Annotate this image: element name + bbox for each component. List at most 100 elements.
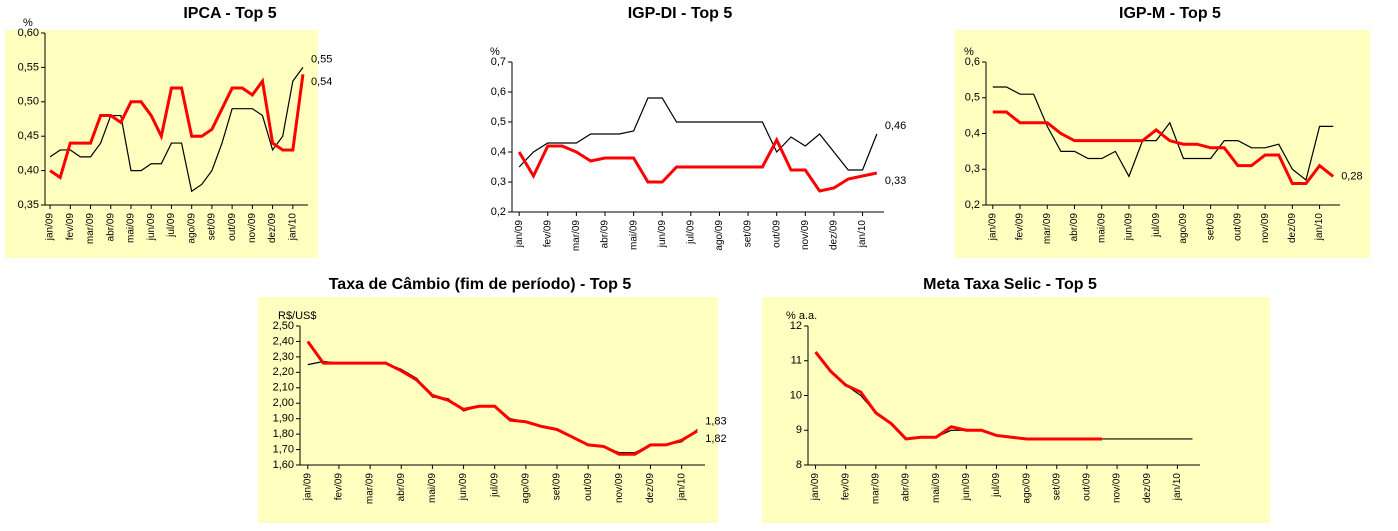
x-tick-label: abr/09 — [396, 473, 407, 502]
y-tick-label: 1,60 — [273, 459, 294, 471]
y-tick-label: 2,00 — [273, 397, 294, 409]
y-tick-label: 0,4 — [491, 146, 506, 158]
end-label: 0,28 — [1341, 170, 1362, 182]
y-tick-label: 1,90 — [273, 413, 294, 425]
chart-title: Meta Taxa Selic - Top 5 — [923, 276, 1097, 293]
y-tick-label: 1,80 — [273, 428, 294, 440]
x-tick-label: jun/09 — [657, 220, 668, 249]
x-tick-label: jul/09 — [1151, 213, 1162, 238]
x-tick-label: abr/09 — [1069, 213, 1080, 242]
y-tick-label: 0,6 — [491, 86, 506, 98]
x-tick-label: set/09 — [552, 473, 563, 501]
end-label: 0,55 — [311, 53, 332, 65]
y-tick-label: 0,40 — [18, 165, 39, 177]
x-tick-label: mar/09 — [870, 473, 881, 505]
y-tick-label: 8 — [796, 459, 802, 471]
x-tick-label: nov/09 — [1260, 213, 1271, 243]
y-axis-label: R$/US$ — [278, 310, 317, 322]
x-tick-label: nov/09 — [247, 213, 258, 243]
panel-background — [5, 30, 318, 258]
y-tick-label: 0,6 — [965, 56, 980, 68]
y-tick-label: 10 — [790, 389, 802, 401]
x-tick-label: fev/09 — [840, 473, 851, 501]
y-tick-label: 9 — [796, 424, 802, 436]
x-tick-label: fev/09 — [334, 473, 345, 501]
end-label: 1,83 — [705, 415, 726, 427]
x-tick-label: dez/09 — [1142, 473, 1153, 503]
x-tick-label: nov/09 — [614, 473, 625, 503]
y-tick-label: 1,70 — [273, 443, 294, 455]
x-tick-label: jul/09 — [685, 220, 696, 245]
x-tick-label: set/09 — [743, 220, 754, 248]
x-tick-label: jan/09 — [302, 473, 313, 502]
chart-title: IGP-M - Top 5 — [1119, 5, 1221, 22]
x-tick-label: mai/09 — [427, 473, 438, 503]
x-tick-label: mai/09 — [1096, 213, 1107, 243]
y-tick-label: 2,30 — [273, 351, 294, 363]
x-tick-label: ago/09 — [186, 213, 197, 244]
end-label: 0,33 — [885, 175, 906, 187]
x-tick-label: set/09 — [207, 213, 218, 241]
y-axis-label: % — [964, 46, 974, 58]
y-tick-label: 0,5 — [491, 116, 506, 128]
x-tick-label: abr/09 — [901, 473, 912, 502]
x-tick-label: jan/10 — [287, 213, 298, 242]
x-tick-label: dez/09 — [829, 220, 840, 250]
series-line — [992, 110, 1335, 186]
series-line — [517, 136, 878, 193]
y-tick-label: 0,60 — [18, 27, 39, 39]
x-tick-label: fev/09 — [542, 220, 553, 248]
x-tick-label: dez/09 — [267, 213, 278, 243]
y-tick-label: 0,5 — [965, 92, 980, 104]
y-axis-label: % a.a. — [786, 310, 817, 322]
end-label: 0,46 — [885, 120, 906, 132]
x-tick-label: mai/09 — [931, 473, 942, 503]
series-line — [49, 74, 305, 180]
x-tick-label: dez/09 — [645, 473, 656, 503]
x-tick-label: jun/09 — [146, 213, 157, 242]
x-tick-label: fev/09 — [65, 213, 76, 241]
y-tick-label: 0,2 — [965, 199, 980, 211]
x-tick-label: jan/10 — [1314, 213, 1325, 242]
y-tick-label: 0,4 — [965, 127, 980, 139]
series-line — [814, 351, 1102, 441]
x-tick-label: ago/09 — [714, 220, 725, 251]
x-tick-label: jul/09 — [991, 473, 1002, 498]
series-line — [992, 86, 1334, 182]
x-tick-label: abr/09 — [105, 213, 116, 242]
x-tick-label: jan/09 — [45, 213, 56, 242]
y-axis-label: % — [490, 46, 500, 58]
x-tick-label: jul/09 — [489, 473, 500, 498]
x-tick-label: jan/09 — [987, 213, 998, 242]
x-tick-label: set/09 — [1205, 213, 1216, 241]
panel-background — [258, 297, 718, 523]
y-tick-label: 12 — [790, 320, 802, 332]
y-tick-label: 0,45 — [18, 130, 39, 142]
x-tick-label: jan/10 — [1172, 473, 1183, 502]
x-tick-label: mar/09 — [571, 220, 582, 252]
y-tick-label: 0,3 — [491, 176, 506, 188]
x-tick-label: mar/09 — [365, 473, 376, 505]
y-tick-label: 0,55 — [18, 61, 39, 73]
series-line — [518, 97, 878, 171]
x-tick-label: jun/09 — [458, 473, 469, 502]
x-tick-label: ago/09 — [521, 473, 532, 504]
y-axis-label: % — [23, 17, 33, 29]
x-tick-label: abr/09 — [600, 220, 611, 249]
y-tick-label: 2,40 — [273, 335, 294, 347]
x-tick-label: mai/09 — [628, 220, 639, 250]
x-tick-label: out/09 — [771, 220, 782, 248]
end-label: 0,54 — [311, 76, 332, 88]
x-tick-label: dez/09 — [1287, 213, 1298, 243]
x-tick-label: out/09 — [1233, 213, 1244, 241]
y-tick-label: 0,50 — [18, 96, 39, 108]
x-tick-label: nov/09 — [1112, 473, 1123, 503]
y-tick-label: 2,20 — [273, 366, 294, 378]
end-label: 1,82 — [705, 433, 726, 445]
x-tick-label: ago/09 — [1178, 213, 1189, 244]
panel-background — [955, 30, 1370, 258]
x-tick-label: jun/09 — [1124, 213, 1135, 242]
x-tick-label: mar/09 — [85, 213, 96, 245]
x-tick-label: jan/10 — [857, 220, 868, 249]
x-tick-label: fev/09 — [1015, 213, 1026, 241]
